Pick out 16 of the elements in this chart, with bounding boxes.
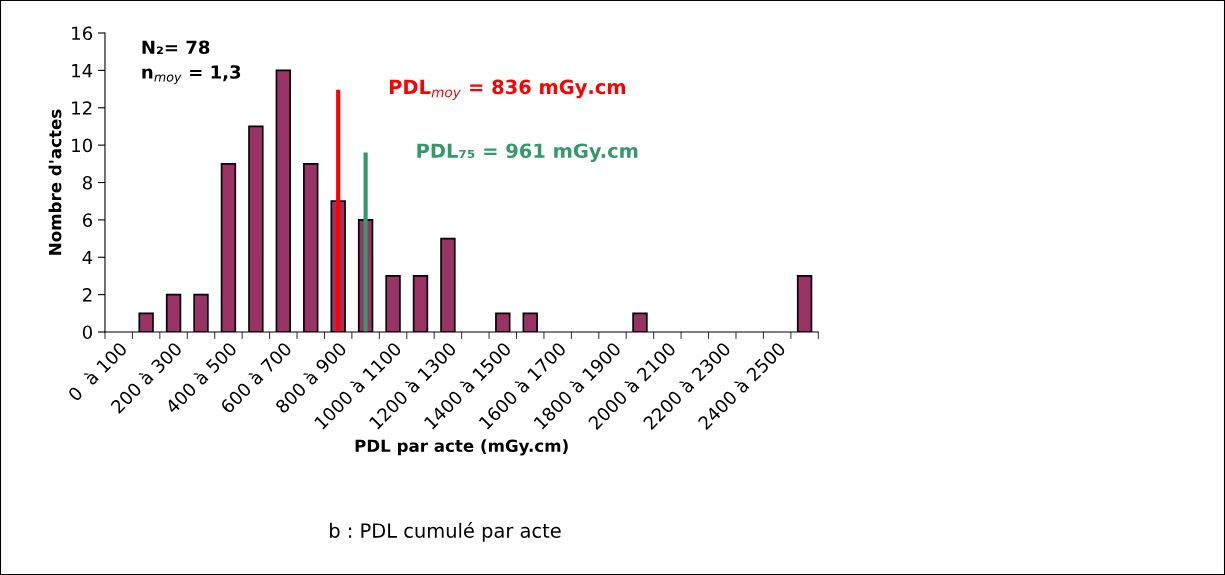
annotation: N₂= 78 — [142, 40, 210, 55]
y-axis-title: Nombre d'actes — [48, 109, 62, 255]
y-tick-label: 4 — [82, 250, 93, 265]
y-tick-label: 6 — [82, 213, 93, 227]
text: b : PDL cumulé par acte — [330, 522, 561, 542]
y-tick-label: 10 — [72, 138, 92, 153]
ref-line-label: PDL$_{moy}$ = 836 mGy.cm — [389, 79, 626, 100]
y-tick-label: 8 — [82, 175, 92, 190]
y-tick-label: 16 — [72, 26, 93, 41]
y-tick-label: 14 — [72, 64, 93, 78]
text: PDL₇₅ = 961 mGy.cm — [417, 143, 638, 163]
annotation: n$_{moy}$ = 1,3 — [142, 65, 241, 85]
x-axis-title: PDL par acte (mGy.cm) — [355, 439, 568, 456]
y-tick-label: 0 — [82, 325, 92, 340]
y-tick-label: 2 — [83, 288, 92, 302]
y-tick-label: 12 — [72, 101, 92, 115]
